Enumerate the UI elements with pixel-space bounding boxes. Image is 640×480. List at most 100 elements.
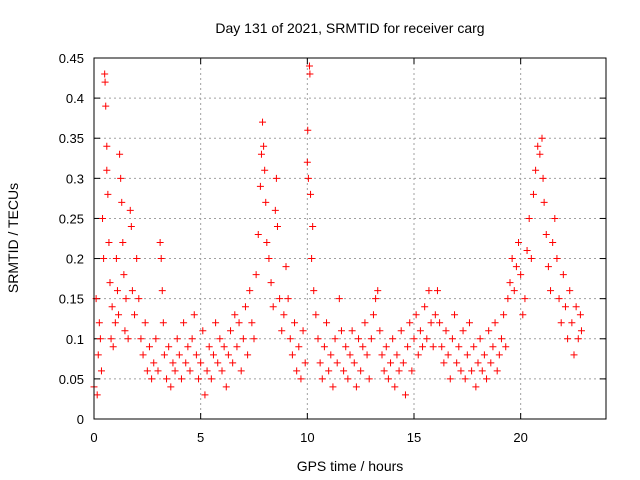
data-point: [361, 319, 369, 327]
data-point: [190, 311, 198, 319]
data-point: [107, 335, 115, 343]
data-point: [310, 287, 318, 295]
data-point: [96, 335, 104, 343]
y-axis-title: SRMTID / TECUs: [5, 183, 21, 293]
data-point: [451, 311, 459, 319]
data-point: [419, 343, 427, 351]
data-point: [246, 287, 254, 295]
data-point: [199, 327, 207, 335]
data-point: [263, 239, 271, 247]
data-point: [337, 327, 345, 335]
data-point: [408, 367, 416, 375]
data-point: [192, 351, 200, 359]
data-point: [143, 367, 151, 375]
data-point: [244, 351, 252, 359]
data-point: [527, 255, 535, 263]
data-point: [103, 142, 111, 150]
data-point: [229, 359, 237, 367]
data-point: [216, 335, 224, 343]
data-point: [325, 367, 333, 375]
data-point: [148, 375, 156, 383]
data-point: [305, 62, 313, 70]
data-point: [480, 351, 488, 359]
data-point: [457, 367, 465, 375]
data-point: [273, 222, 281, 230]
data-point: [463, 351, 471, 359]
data-point: [564, 335, 572, 343]
plot-frame: [93, 57, 607, 420]
data-point: [401, 391, 409, 399]
data-point: [119, 239, 127, 247]
data-point: [103, 166, 111, 174]
data-point: [340, 367, 348, 375]
y-tick-label: 0.15: [59, 292, 84, 307]
data-point: [173, 335, 181, 343]
data-point: [259, 118, 267, 126]
data-point: [446, 375, 454, 383]
data-point: [395, 367, 403, 375]
data-point: [574, 335, 582, 343]
data-point: [260, 142, 268, 150]
grid-lines: [94, 58, 606, 419]
data-point: [126, 206, 134, 214]
data-point: [297, 375, 305, 383]
data-point: [207, 375, 215, 383]
data-point: [235, 319, 243, 327]
data-point: [261, 166, 269, 174]
data-point: [205, 343, 213, 351]
data-point: [186, 367, 194, 375]
data-point: [267, 279, 275, 287]
data-point: [177, 375, 185, 383]
data-point: [304, 174, 312, 182]
data-point: [344, 375, 352, 383]
data-point: [378, 351, 386, 359]
y-tick-label: 0.35: [59, 131, 84, 146]
data-point: [201, 391, 209, 399]
data-point: [139, 351, 147, 359]
data-point: [280, 311, 288, 319]
x-tick-label: 20: [513, 430, 527, 445]
data-point: [491, 319, 499, 327]
data-point: [257, 150, 265, 158]
data-point: [384, 375, 392, 383]
y-tick-label: 0.45: [59, 51, 84, 66]
data-point: [117, 174, 125, 182]
data-point: [461, 375, 469, 383]
data-point: [250, 335, 258, 343]
data-point: [112, 255, 120, 263]
data-point: [104, 190, 112, 198]
data-point: [483, 375, 491, 383]
data-point: [182, 359, 190, 367]
data-point: [357, 367, 365, 375]
data-point: [485, 327, 493, 335]
data-point: [175, 351, 183, 359]
data-point: [389, 335, 397, 343]
data-point: [525, 214, 533, 222]
data-point: [376, 327, 384, 335]
data-point: [220, 343, 228, 351]
data-point: [203, 367, 211, 375]
data-point: [542, 230, 550, 238]
data-point: [154, 367, 162, 375]
data-point: [404, 343, 412, 351]
data-point: [320, 343, 328, 351]
data-point: [549, 239, 557, 247]
data-point: [416, 327, 424, 335]
data-point: [108, 303, 116, 311]
data-point: [262, 198, 270, 206]
data-point: [557, 319, 565, 327]
data-point: [184, 343, 192, 351]
data-point: [282, 263, 290, 271]
data-point: [97, 367, 105, 375]
data-point: [391, 383, 399, 391]
data-point: [150, 359, 158, 367]
data-point: [521, 295, 529, 303]
data-point: [421, 303, 429, 311]
data-point: [440, 359, 448, 367]
data-point: [171, 367, 179, 375]
data-point: [167, 383, 175, 391]
data-point: [254, 230, 262, 238]
data-point: [105, 239, 113, 247]
data-point: [529, 190, 537, 198]
